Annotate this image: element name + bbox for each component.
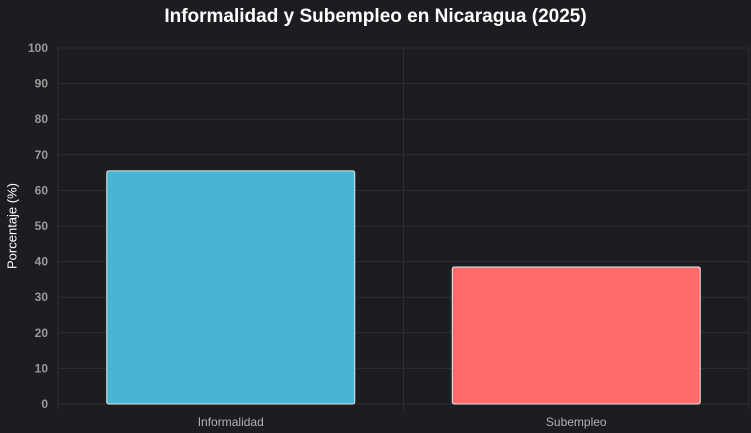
- y-axis-ticks: 0 10 20 30 40 50 60 70 80 90 100: [28, 41, 48, 411]
- y-tick-label: 100: [28, 41, 48, 55]
- y-tick-label: 70: [35, 148, 49, 162]
- bar-informalidad[interactable]: [106, 170, 356, 405]
- y-tick-label: 60: [35, 183, 49, 197]
- chart-title: Informalidad y Subempleo en Nicaragua (2…: [164, 6, 587, 27]
- bar-subempleo[interactable]: [451, 266, 701, 405]
- y-tick-label: 80: [35, 112, 49, 126]
- y-tick-label: 40: [35, 255, 49, 269]
- y-tick-label: 30: [35, 290, 49, 304]
- y-tick-label: 0: [41, 397, 48, 411]
- y-tick-label: 50: [35, 219, 49, 233]
- x-axis-ticks: Informalidad Subempleo: [198, 415, 607, 429]
- bars: [106, 170, 701, 405]
- x-tick-label: Subempleo: [546, 415, 607, 429]
- y-tick-label: 10: [35, 361, 49, 375]
- y-tick-label: 90: [35, 77, 49, 91]
- y-tick-label: 20: [35, 326, 49, 340]
- x-tick-label: Informalidad: [198, 415, 264, 429]
